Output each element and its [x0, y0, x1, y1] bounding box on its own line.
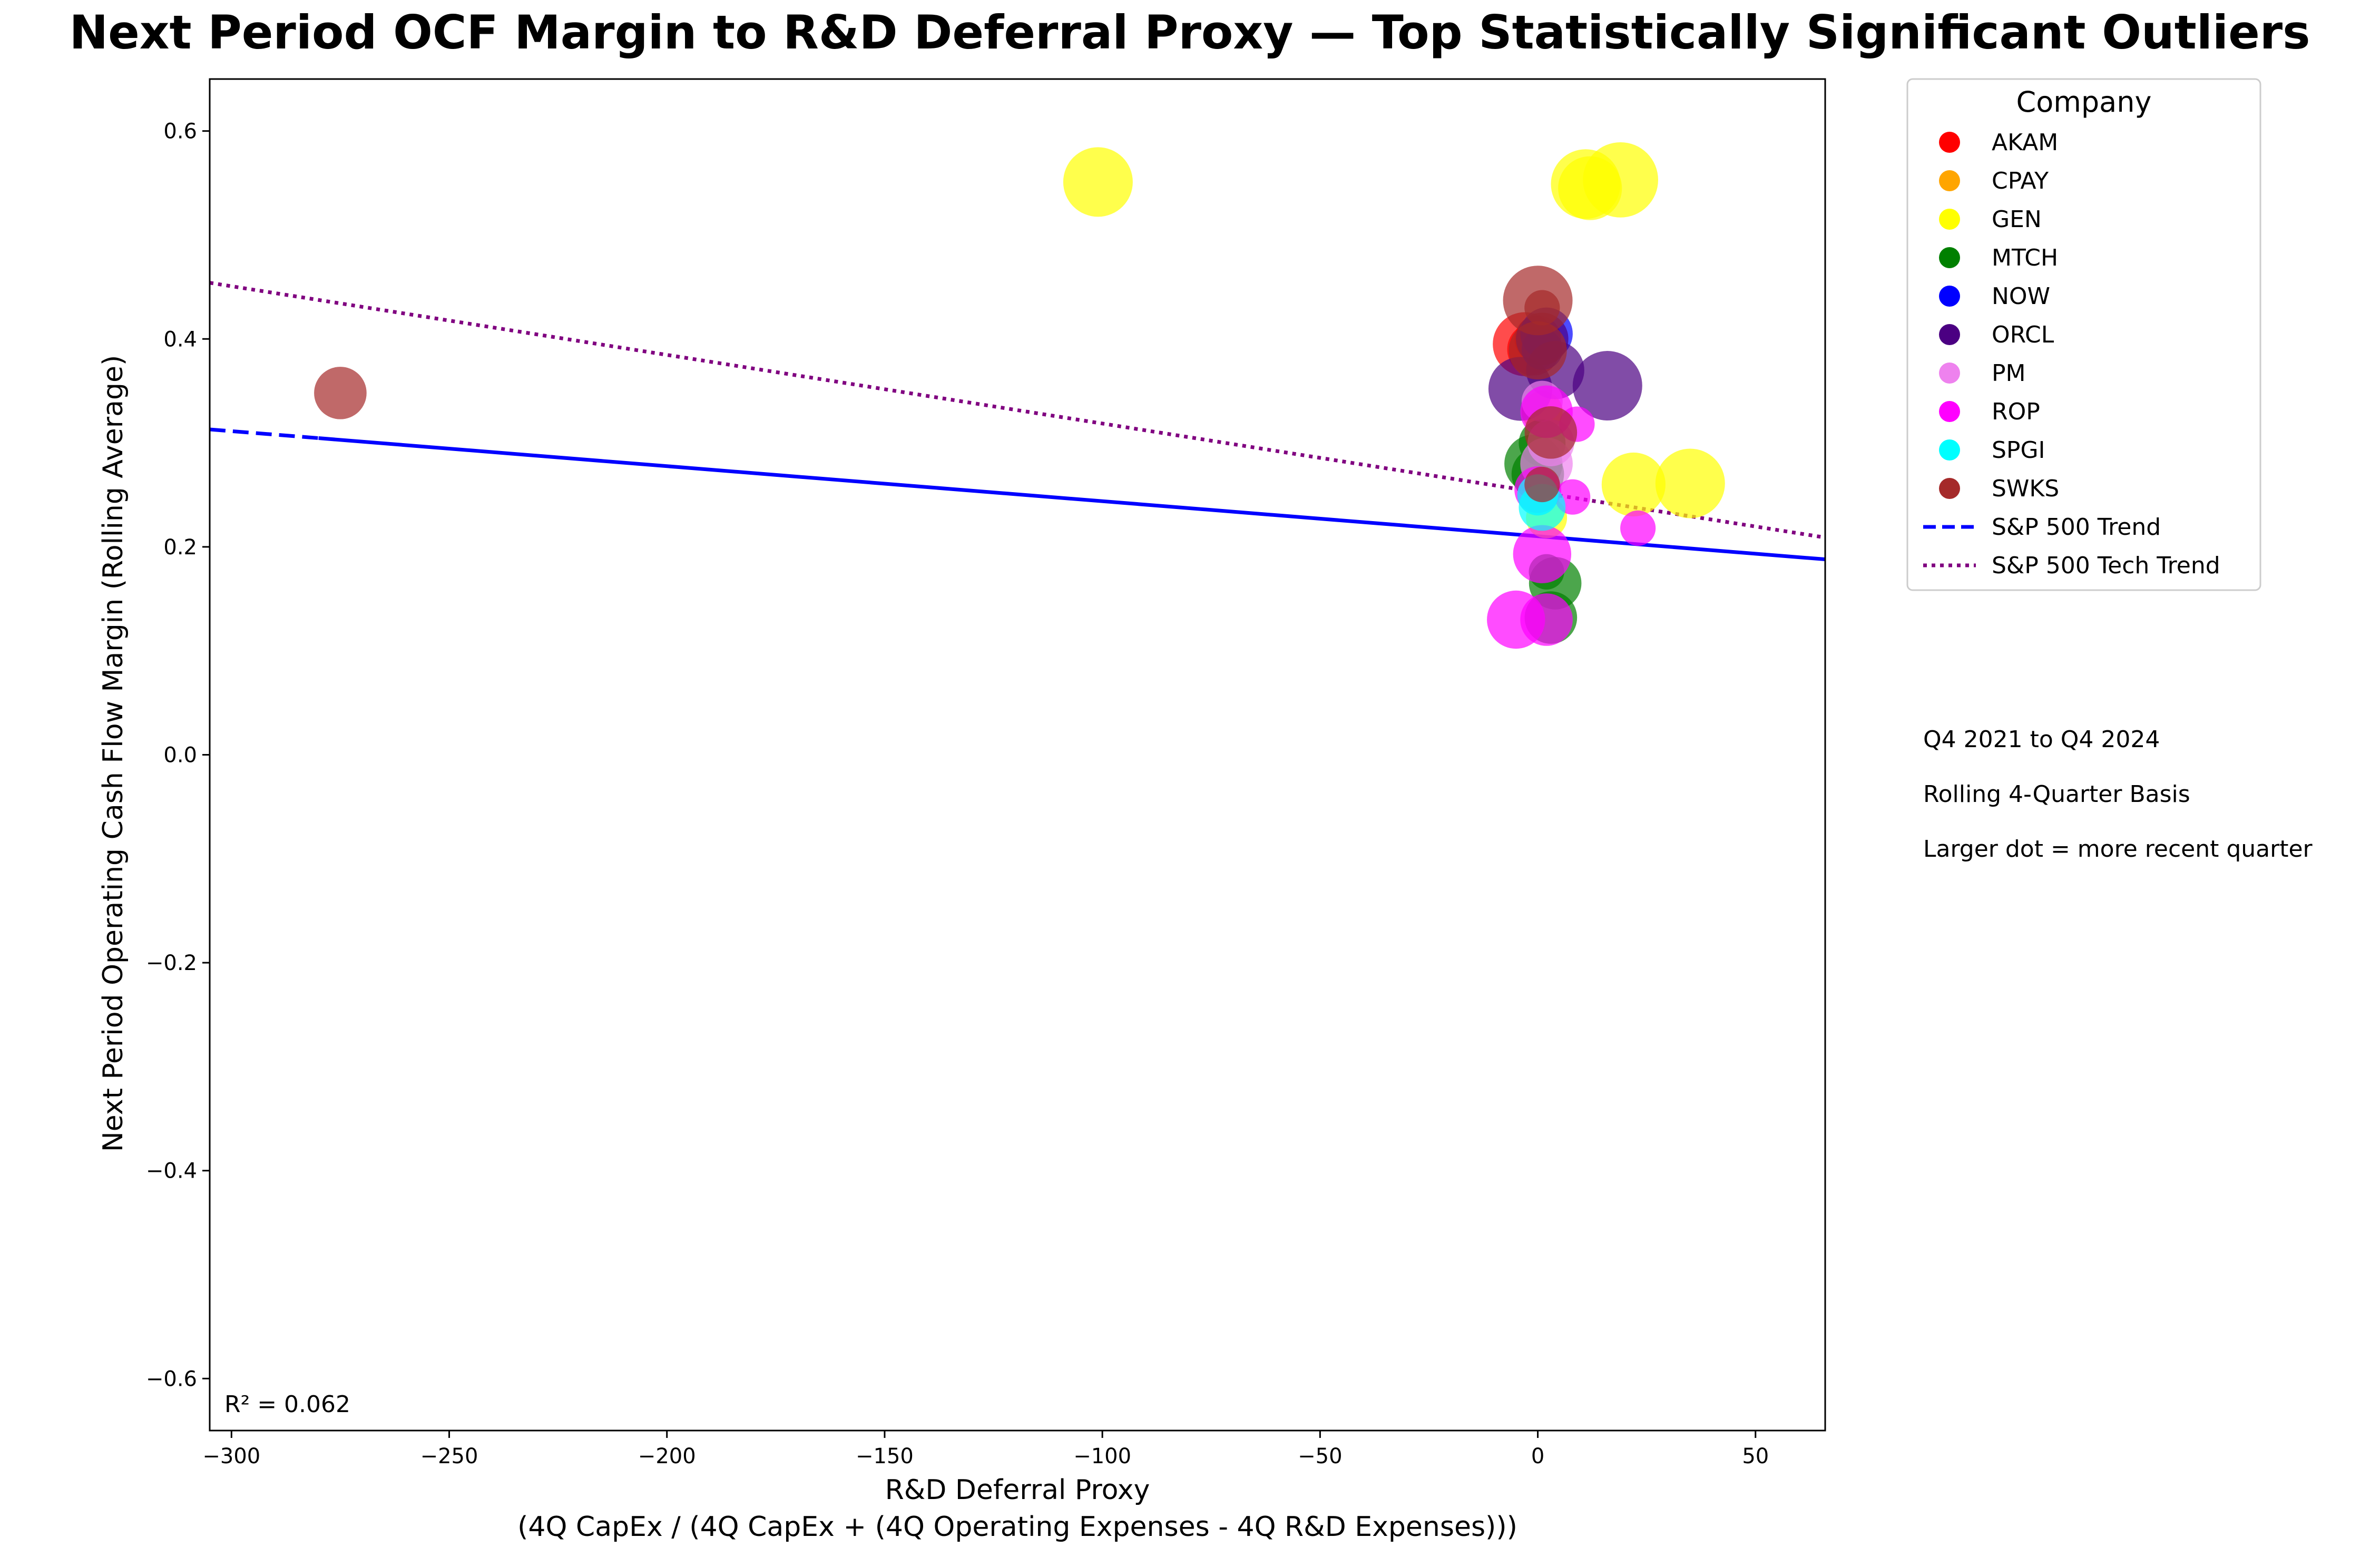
note-period: Q4 2021 to Q4 2024 [1923, 726, 2160, 753]
legend-label: ORCL [1992, 321, 2054, 348]
legend-marker-gen [1939, 209, 1960, 230]
legend-items: AKAM CPAY GEN MTCH NOW ORCL PM ROP SPGI SWKS S&P 5… [1923, 129, 2220, 579]
legend-label: MTCH [1992, 244, 2058, 271]
data-point-gen [1558, 156, 1622, 220]
data-point-gen [1063, 147, 1133, 217]
y-tick-label: 0.0 [163, 743, 197, 768]
legend-label: AKAM [1992, 129, 2058, 156]
data-point-swks [1524, 290, 1560, 326]
r-squared-label: R² = 0.062 [224, 1391, 350, 1418]
y-tick-label: −0.4 [146, 1159, 197, 1183]
x-tick-label: −100 [1073, 1444, 1131, 1468]
y-tick-label: 0.2 [163, 535, 197, 560]
x-tick-label: −250 [420, 1444, 478, 1468]
x-tick-label: −150 [856, 1444, 914, 1468]
y-axis-ticks: 0.6 0.4 0.2 0.0 −0.2 −0.4 −0.6 [146, 120, 210, 1391]
x-axis-label-line2: (4Q CapEx / (4Q CapEx + (4Q Operating Ex… [517, 1511, 1517, 1543]
data-point-swks [1524, 406, 1578, 459]
y-tick-label: 0.4 [163, 327, 197, 351]
note-dot-size: Larger dot = more recent quarter [1923, 836, 2313, 863]
data-point-rop [1513, 525, 1572, 583]
legend-label: PM [1992, 360, 2026, 387]
legend-marker-cpay [1939, 170, 1960, 191]
trend-lines [210, 281, 1825, 562]
legend-marker-rop [1939, 401, 1960, 422]
legend-marker-orcl [1939, 324, 1960, 345]
trend-line-sp500-dashed-segment [210, 427, 319, 440]
data-point-rop [1520, 593, 1573, 646]
data-point-gen [1601, 452, 1666, 517]
legend-title: Company [2016, 85, 2152, 119]
legend: Company AKAM CPAY GEN MTCH NOW ORCL PM ROP SPGI S… [1906, 78, 2261, 591]
data-points [314, 142, 1725, 649]
legend-marker-now [1939, 286, 1960, 307]
x-axis-ticks: −300 −250 −200 −150 −100 −50 0 50 [202, 1431, 1769, 1468]
chart-title: Next Period OCF Margin to R&D Deferral P… [69, 5, 2310, 60]
y-tick-label: −0.2 [146, 951, 197, 975]
data-point-gen [1655, 448, 1725, 518]
legend-box [1906, 78, 2261, 591]
legend-marker-spgi [1939, 439, 1960, 461]
legend-label: S&P 500 Trend [1992, 514, 2161, 541]
x-tick-label: −200 [638, 1444, 696, 1468]
legend-label: SWKS [1992, 475, 2059, 502]
y-axis-label: Next Period Operating Cash Flow Margin (… [97, 355, 129, 1152]
data-point-swks [1524, 466, 1560, 503]
data-point-orcl [1572, 351, 1642, 421]
y-tick-label: −0.6 [146, 1367, 197, 1391]
note-basis: Rolling 4-Quarter Basis [1923, 781, 2190, 808]
data-point-swks [1509, 321, 1567, 380]
data-point-swks [314, 367, 367, 419]
legend-label: CPAY [1992, 168, 2049, 194]
legend-label: SPGI [1992, 437, 2045, 464]
legend-marker-mtch [1939, 247, 1960, 268]
legend-marker-swks [1939, 478, 1960, 499]
x-tick-label: −300 [202, 1444, 260, 1468]
x-tick-label: −50 [1298, 1444, 1342, 1468]
x-tick-label: 0 [1531, 1444, 1544, 1468]
trend-line-sp500 [318, 436, 1825, 562]
data-point-rop [1620, 510, 1656, 546]
x-axis-label: R&D Deferral Proxy [885, 1474, 1150, 1506]
legend-marker-akam [1939, 132, 1960, 153]
legend-label: GEN [1992, 206, 2042, 233]
legend-label: NOW [1992, 283, 2050, 310]
plot-area [210, 142, 1825, 649]
trend-line-sp500-tech [210, 281, 1825, 540]
legend-label: ROP [1992, 398, 2040, 425]
legend-marker-pm [1939, 363, 1960, 384]
x-tick-label: 50 [1742, 1444, 1769, 1468]
y-tick-label: 0.6 [163, 120, 197, 144]
legend-label: S&P 500 Tech Trend [1992, 552, 2220, 579]
